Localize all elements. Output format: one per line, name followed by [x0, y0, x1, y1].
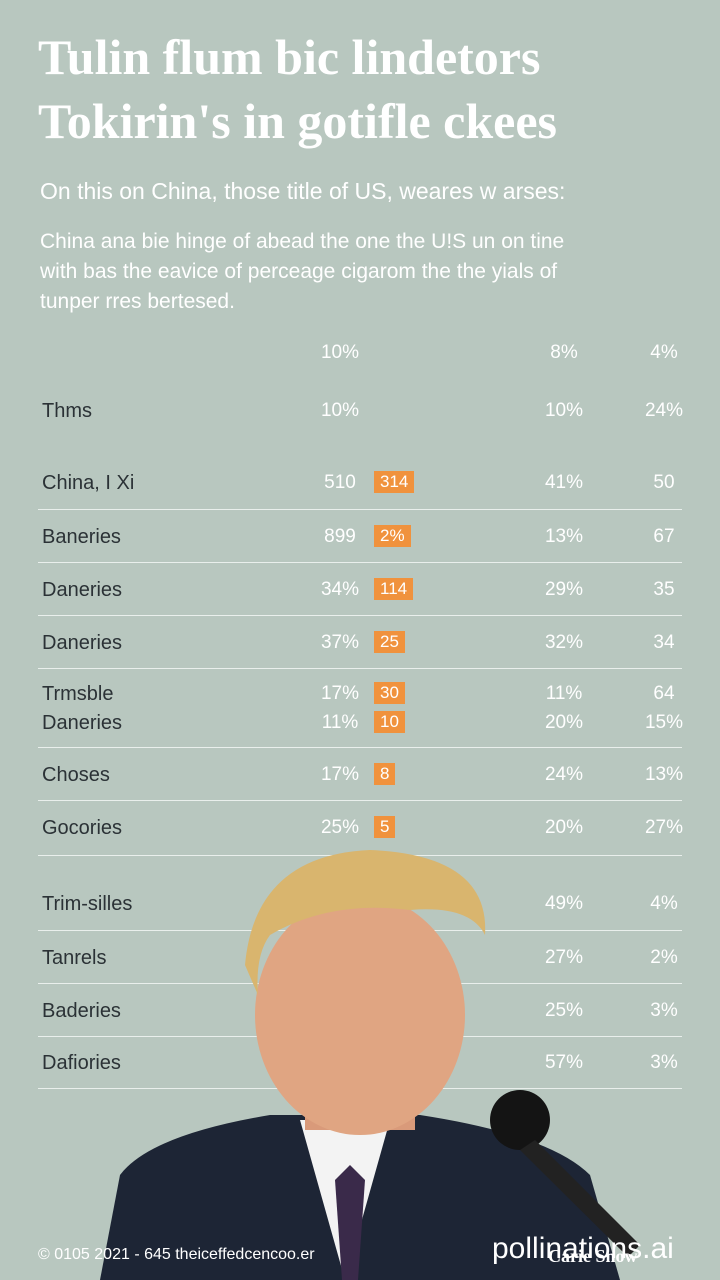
cell: 32% — [544, 632, 584, 653]
cell: 25% — [320, 817, 360, 838]
column-header: 4% — [650, 342, 678, 363]
subtitle: On this on China, those title of US, wea… — [40, 178, 566, 204]
row-label: Tanrels — [42, 947, 107, 969]
cell: 10% — [320, 400, 360, 421]
cell: 13% — [544, 526, 584, 547]
row-rule — [38, 800, 682, 801]
cell: 3% — [650, 1052, 678, 1073]
row-rule — [38, 562, 682, 563]
row-label: Dafiories — [42, 1052, 121, 1074]
cell: 49% — [544, 893, 584, 914]
row-rule — [38, 747, 682, 748]
cell: 29% — [544, 579, 584, 600]
cell: 11% — [321, 712, 359, 733]
cell: 50 — [653, 472, 675, 493]
watermark: pollinations.ai — [492, 1232, 674, 1265]
row-label: Baderies — [42, 1000, 121, 1022]
column-header: 8% — [550, 342, 578, 363]
cell: 17% — [320, 764, 360, 785]
cell: 27% — [644, 817, 684, 838]
bar-cell: 2% — [374, 525, 411, 547]
cell: 57% — [544, 1052, 584, 1073]
bar-cell: 8 — [374, 763, 396, 785]
row-label: Trmsble — [42, 683, 114, 705]
body-line: China ana bie hinge of abead the one the… — [40, 230, 565, 253]
row-label: Daneries — [42, 579, 123, 601]
cell: 34 — [653, 632, 675, 653]
row-label: Daneries — [42, 632, 123, 654]
cell: 67 — [653, 526, 675, 547]
title-line: Tulin flum bic lindetors — [38, 29, 541, 85]
row-label: Daneries — [42, 712, 123, 734]
cell: 13% — [644, 764, 684, 785]
name-caption: Carie Snow — [548, 1246, 638, 1266]
cell: 24% — [644, 400, 684, 421]
row-label: Gocories — [42, 817, 123, 839]
cell: 10% — [544, 400, 584, 421]
bar-cell: 25 — [374, 631, 405, 653]
bar-cell: 30 — [374, 682, 405, 704]
row-label: China, I Xi — [42, 472, 135, 494]
column-header: 10% — [320, 342, 360, 363]
cell: 37% — [320, 632, 360, 653]
cell: 35 — [653, 579, 675, 600]
cell: 11% — [545, 683, 583, 704]
copyright: © 0105 2021 - 645 theiceffedcencoo.er — [38, 1246, 315, 1263]
row-label: Baneries — [42, 526, 121, 548]
row-rule — [38, 509, 682, 510]
bar-cell: 114 — [374, 578, 414, 600]
cell: 27% — [544, 947, 584, 968]
row-label: Thms — [42, 400, 92, 422]
body-line: with bas the eavice of perceage cigarom … — [40, 260, 558, 283]
cell: 20% — [544, 817, 584, 838]
cell: 34% — [320, 579, 360, 600]
cell: 64 — [653, 683, 675, 704]
cell: 4% — [650, 893, 678, 914]
cell: 510 — [324, 472, 356, 493]
cell: 899 — [324, 526, 356, 547]
cell: 25% — [544, 1000, 584, 1021]
body-line: tunper rres bertesed. — [40, 290, 235, 313]
cell: 17% — [320, 683, 360, 704]
bar-cell: 5 — [374, 816, 396, 838]
cell: 24% — [544, 764, 584, 785]
title-line: Tokirin's in gotifle ckees — [38, 93, 558, 149]
person-photo — [100, 850, 640, 1280]
bar-cell: 314 — [374, 471, 415, 493]
row-label: Trim-silles — [42, 893, 133, 915]
cell: 2% — [650, 947, 678, 968]
bar-cell: 10 — [374, 711, 405, 733]
cell: 20% — [544, 712, 584, 733]
row-rule — [38, 668, 682, 669]
row-label: Choses — [42, 764, 110, 786]
cell: 3% — [650, 1000, 678, 1021]
cell: 41% — [544, 472, 584, 493]
row-rule — [38, 615, 682, 616]
cell: 15% — [644, 712, 684, 733]
